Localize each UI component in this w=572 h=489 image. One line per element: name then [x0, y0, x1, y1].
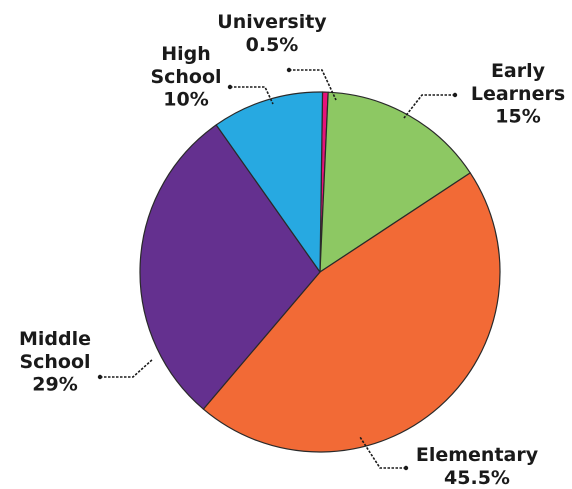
slice-label-line: 45.5% [444, 467, 510, 489]
slice-label-elementary: Elementary 45.5% [416, 444, 539, 489]
slice-label-line: 0.5% [246, 34, 299, 56]
slice-label-line: Learners [471, 83, 565, 105]
leader-line-university [289, 69, 337, 101]
leader-dot-elementary [403, 465, 409, 471]
slice-label-line: Middle [19, 328, 91, 350]
leader-lines [97, 67, 458, 471]
pie-slices [139, 91, 501, 453]
slice-label-early-learners: Early Learners 15% [471, 60, 565, 128]
pie-slice-high-school [215, 91, 324, 273]
leader-dot-early-learners [452, 92, 458, 98]
slice-label-line: School [150, 66, 221, 88]
slice-label-line: University [217, 11, 327, 33]
leader-line-middle-school [100, 358, 154, 378]
slice-label-line: Elementary [416, 444, 539, 466]
leader-line-elementary [359, 436, 406, 469]
pie-slice-early-learners [319, 91, 471, 273]
slice-label-line: School [19, 351, 90, 373]
slice-label-high-school: High School 10% [150, 43, 221, 111]
slice-label-line: High [161, 43, 211, 65]
leader-dot-middle-school [97, 374, 103, 380]
slice-labels: University 0.5% Early Learners 15% Elementary… [19, 11, 565, 489]
leader-dot-university [286, 67, 292, 73]
slice-label-line: 15% [495, 106, 540, 128]
slice-label-line: 10% [163, 89, 208, 111]
leader-line-early-learners [403, 94, 455, 119]
leader-dot-high-school [227, 84, 233, 90]
slice-label-line: Early [491, 60, 546, 82]
slice-label-line: 29% [32, 374, 77, 396]
slice-label-university: University 0.5% [217, 11, 327, 56]
slice-label-middle-school: Middle School 29% [19, 328, 91, 396]
pie-slice-elementary [202, 172, 501, 453]
pie-slice-middle-school [139, 124, 321, 410]
